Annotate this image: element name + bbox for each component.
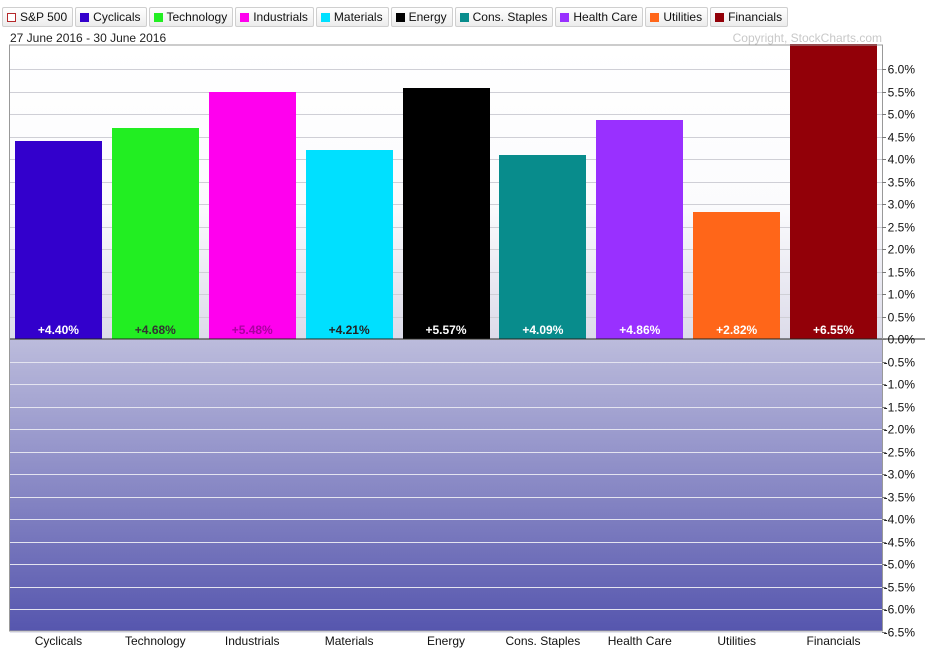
legend-label: Energy	[408, 10, 447, 24]
legend-item-utilities[interactable]: Utilities	[645, 7, 709, 27]
bar-value-label: +4.68%	[135, 323, 176, 337]
legend-item-materials[interactable]: Materials	[315, 7, 389, 27]
bar-value-label: +6.55%	[813, 323, 854, 337]
bar-value-label: +5.48%	[232, 323, 273, 337]
legend-label: Technology	[166, 10, 228, 24]
y-tick-label: -4.5%	[884, 536, 916, 550]
y-tick-label: -3.5%	[884, 491, 916, 505]
x-tick-label: Technology	[125, 634, 186, 648]
legend-swatch	[80, 12, 90, 22]
x-tick-label: Energy	[427, 634, 465, 648]
legend-item-technology[interactable]: Technology	[148, 7, 234, 27]
legend-item-cyclicals[interactable]: Cyclicals	[75, 7, 147, 27]
x-tick-label: Industrials	[225, 634, 280, 648]
y-tick-label: -4.0%	[884, 513, 916, 527]
legend-swatch	[153, 12, 163, 22]
plot-negative-area	[10, 339, 882, 631]
x-tick-label: Financials	[807, 634, 861, 648]
x-tick-label: Utilities	[717, 634, 756, 648]
y-tick-label: 6.0%	[888, 63, 916, 77]
bar-technology[interactable]	[112, 128, 199, 339]
y-tick-label: 3.0%	[888, 198, 916, 212]
bar-materials[interactable]	[306, 150, 393, 339]
legend-swatch	[715, 12, 725, 22]
y-tick-label: -6.0%	[884, 603, 916, 617]
legend-swatch	[650, 12, 660, 22]
y-tick-label: -6.5%	[884, 626, 916, 640]
bar-industrials[interactable]	[209, 92, 296, 339]
y-tick-label: 2.5%	[888, 221, 916, 235]
y-tick-label: -5.0%	[884, 558, 916, 572]
bar-cyclicals[interactable]	[15, 141, 102, 339]
y-axis-ticks: 6.0% 5.5% 5.0% 4.5% 4.0% 3.5% 3.0% 2.5% 2.0% 1.5%…	[882, 63, 915, 640]
y-tick-label: -3.0%	[884, 468, 916, 482]
legend: S&P 500 Cyclicals Technology Industrials Mat…	[2, 6, 789, 28]
x-tick-label: Materials	[325, 634, 374, 648]
y-tick-label: 5.5%	[888, 86, 916, 100]
legend-swatch	[7, 12, 16, 22]
legend-item-financials[interactable]: Financials	[710, 7, 789, 27]
legend-item-s-p-500[interactable]: S&P 500	[2, 7, 74, 27]
legend-swatch	[459, 12, 469, 22]
legend-label: Materials	[333, 10, 383, 24]
x-tick-label: Cons. Staples	[506, 634, 581, 648]
legend-label: Industrials	[253, 10, 308, 24]
bar-health-care[interactable]	[596, 120, 683, 339]
y-tick-label: 4.5%	[888, 131, 916, 145]
y-tick-label: -2.5%	[884, 446, 916, 460]
legend-label: Cyclicals	[93, 10, 141, 24]
legend-label: Health Care	[573, 10, 638, 24]
legend-item-cons-staples[interactable]: Cons. Staples	[454, 7, 554, 27]
bar-value-label: +4.40%	[38, 323, 79, 337]
x-tick-label: Health Care	[608, 634, 672, 648]
legend-swatch	[395, 12, 405, 22]
y-tick-label: -5.5%	[884, 581, 916, 595]
bars	[15, 44, 877, 339]
legend-label: Cons. Staples	[472, 10, 548, 24]
y-tick-label: -2.0%	[884, 423, 916, 437]
bar-financials[interactable]	[790, 44, 877, 339]
bar-value-labels: +4.40% +4.68% +5.48% +4.21% +5.57% +4.09% +4.8…	[38, 323, 854, 337]
y-tick-label: 0.5%	[888, 311, 916, 325]
legend-label: Utilities	[663, 10, 703, 24]
date-range: 27 June 2016 - 30 June 2016	[10, 31, 167, 45]
bar-value-label: +4.21%	[329, 323, 370, 337]
bar-value-label: +2.82%	[716, 323, 757, 337]
bar-energy[interactable]	[403, 88, 490, 339]
y-tick-label: 1.5%	[888, 266, 916, 280]
legend-swatch	[560, 12, 570, 22]
y-tick-label: 4.0%	[888, 153, 916, 167]
bar-cons-staples[interactable]	[499, 155, 586, 339]
legend-swatch	[240, 12, 250, 22]
bar-value-label: +5.57%	[425, 323, 466, 337]
legend-item-health-care[interactable]: Health Care	[555, 7, 644, 27]
y-tick-label: 1.0%	[888, 288, 916, 302]
y-tick-label: -1.5%	[884, 401, 916, 415]
plot-frame	[9, 44, 883, 632]
y-tick-label: -0.5%	[884, 356, 916, 370]
bar-utilities[interactable]	[693, 212, 780, 339]
copyright-notice: Copyright, StockCharts.com	[732, 31, 882, 45]
y-tick-label: 2.0%	[888, 243, 916, 257]
legend-swatch	[320, 12, 330, 22]
legend-item-energy[interactable]: Energy	[390, 7, 453, 27]
bar-value-label: +4.86%	[619, 323, 660, 337]
x-axis-labels: Cyclicals Technology Industrials Materials E…	[35, 634, 861, 648]
bar-value-label: +4.09%	[522, 323, 563, 337]
y-tick-label: 3.5%	[888, 176, 916, 190]
legend-label: Financials	[728, 10, 783, 24]
x-tick-label: Cyclicals	[35, 634, 82, 648]
legend-label: S&P 500	[20, 10, 68, 24]
y-tick-label: -1.0%	[884, 378, 916, 392]
y-tick-label: 5.0%	[888, 108, 916, 122]
legend-item-industrials[interactable]: Industrials	[235, 7, 314, 27]
y-tick-label: 0.0%	[888, 333, 916, 347]
